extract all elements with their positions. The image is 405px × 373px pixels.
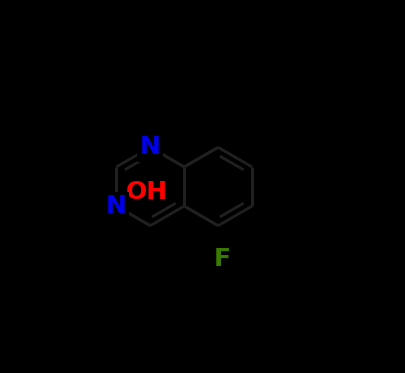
- Text: OH: OH: [126, 180, 168, 204]
- Text: N: N: [140, 135, 161, 159]
- Text: F: F: [213, 247, 230, 271]
- Text: N: N: [106, 194, 127, 218]
